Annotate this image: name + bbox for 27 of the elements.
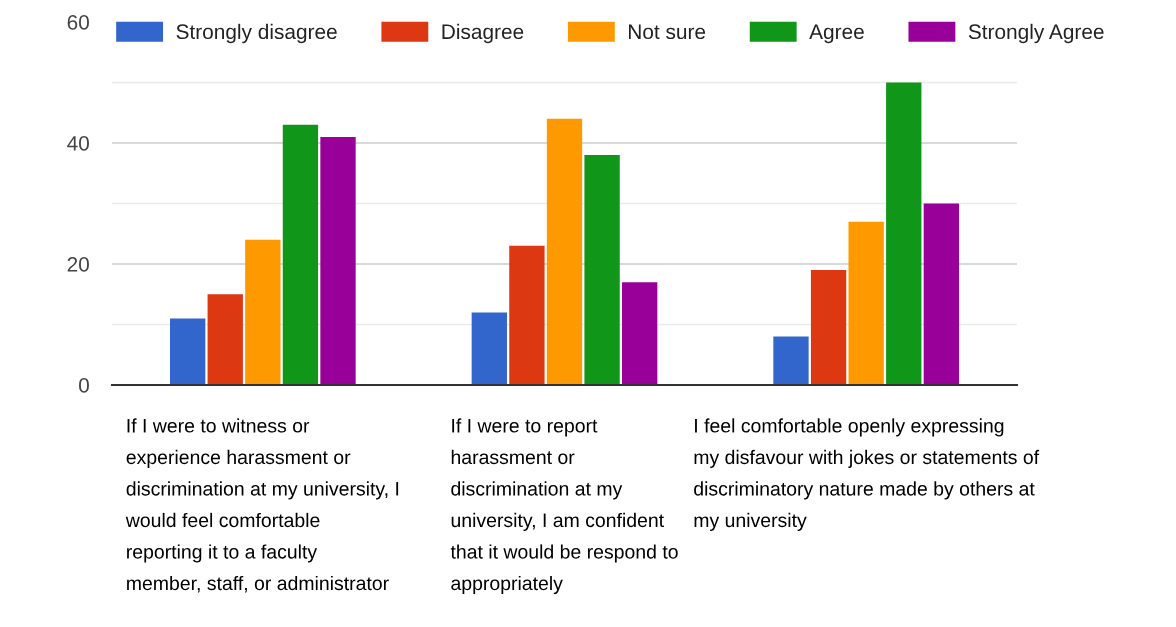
bar xyxy=(169,318,206,385)
x-tick-label: I feel comfortable openly expressing my disfavour with jokes or statements of discriminatory nature made by others at my university xyxy=(694,418,1040,531)
bar xyxy=(810,270,847,385)
bar xyxy=(848,221,884,385)
y-tick-label: 40 xyxy=(67,136,89,151)
bar xyxy=(584,155,620,385)
legend-label: Strongly Agree xyxy=(968,23,1104,44)
legend-label: Not sure xyxy=(628,24,706,40)
bar xyxy=(886,82,922,385)
bar xyxy=(622,282,658,385)
x-tick-label: If I were to report harassment or discrimination at my university, I am confident that it would be respond to appropriately xyxy=(450,418,678,595)
bar xyxy=(245,239,281,385)
bar xyxy=(471,312,507,385)
legend-label: Agree xyxy=(809,24,864,44)
bar xyxy=(320,136,356,385)
legend-label: Strongly disagree xyxy=(176,23,337,44)
y-tick-label: 60 xyxy=(67,15,89,30)
y-tick-label: 20 xyxy=(67,257,89,272)
bar xyxy=(509,245,545,385)
bar xyxy=(773,336,809,385)
bar xyxy=(923,203,960,385)
legend-label: Disagree xyxy=(442,23,524,44)
bar xyxy=(282,124,319,385)
bar xyxy=(546,118,583,385)
x-tick-label: If I were to witness or experience harassment or discrimination at my university, I would feel comfortable reporting it to a faculty member, staff, or administrator xyxy=(125,418,399,593)
y-tick-label: 0 xyxy=(79,378,89,393)
bar xyxy=(207,294,243,385)
